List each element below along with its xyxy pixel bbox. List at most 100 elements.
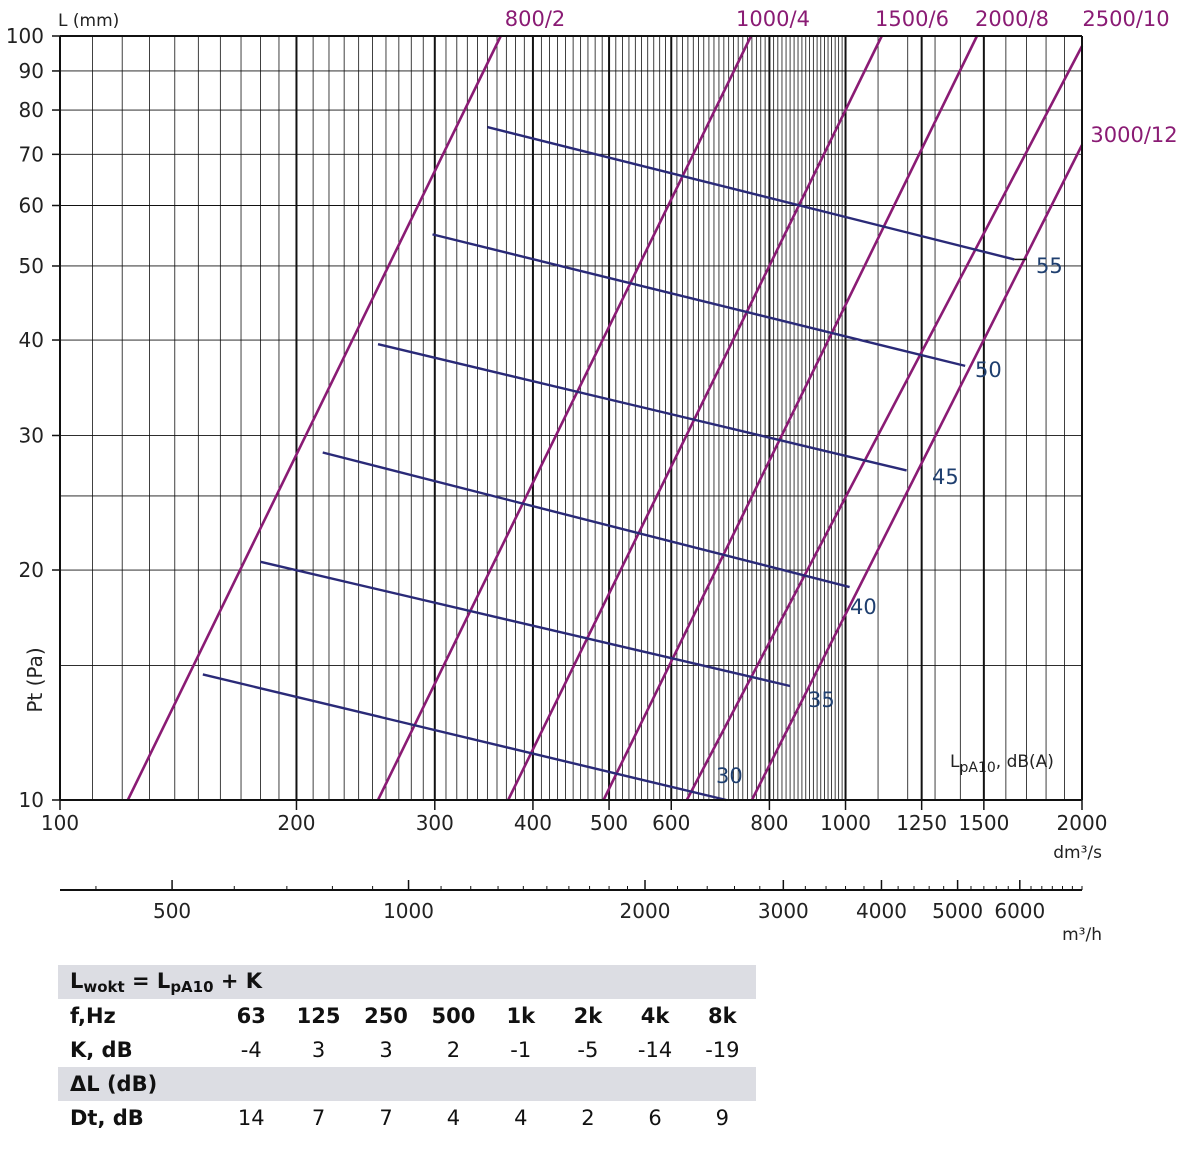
freq-cell: 4k: [640, 1004, 670, 1028]
delta-label: ΔL (dB): [58, 1067, 756, 1101]
x-tick-label: 1000: [820, 811, 871, 835]
y-tick-label: 50: [19, 254, 44, 278]
k-cell: -19: [705, 1038, 740, 1062]
size-series-line: [685, 45, 1084, 801]
y-tick-label: 30: [19, 423, 44, 447]
y-tick-label: 10: [19, 788, 44, 812]
dt-cell: 14: [237, 1106, 265, 1130]
formula-sub-wokt: wokt: [83, 977, 125, 996]
y-tick-label: 60: [19, 193, 44, 217]
dt-cell: 2: [581, 1106, 595, 1130]
freq-cell: 8k: [708, 1004, 737, 1028]
x-tick-label: 300: [416, 811, 454, 835]
x-tick-label: 1500: [958, 811, 1009, 835]
secondary-tick-label: 4000: [856, 899, 907, 923]
k-cell: -1: [510, 1038, 532, 1062]
sound-series-line: [260, 560, 791, 688]
x-tick-label: 2000: [1057, 811, 1108, 835]
y-tick-label: 90: [19, 59, 44, 83]
sound-series-line: [322, 451, 850, 589]
size-series-line: [507, 35, 883, 801]
delta-row: ΔL (dB): [58, 1067, 756, 1101]
x-tick-label: 200: [277, 811, 315, 835]
formula-eq: = L: [124, 968, 171, 993]
sound-series-label: 45: [932, 465, 959, 489]
grid: [60, 36, 1082, 800]
sound-series-line: [432, 233, 966, 368]
freq-label: f,Hz: [70, 1004, 116, 1028]
formula-cell: Lwokt = LpA10 + K: [58, 965, 756, 999]
sound-lines: [202, 125, 1027, 802]
dt-row: Dt, dB 14 7 7 4 4 2 6 9: [58, 1101, 756, 1135]
dt-cell: 7: [379, 1106, 393, 1130]
x-tick-label: 800: [750, 811, 788, 835]
formula-row: Lwokt = LpA10 + K: [58, 965, 756, 999]
y-tick-label: 20: [19, 558, 44, 582]
size-series-line: [602, 35, 979, 801]
y-tick-label: 40: [19, 328, 44, 352]
k-cell: 3: [311, 1038, 326, 1062]
freq-cell: 2k: [573, 1004, 603, 1028]
sound-series-title: LpA10, dB(A): [950, 752, 1054, 776]
formula-sub-pa10: pA10: [170, 977, 214, 996]
correction-table: Lwokt = LpA10 + K f,Hz 63 125 250 500 1k…: [58, 965, 756, 1135]
x2-unit-label: m³/h: [1062, 925, 1102, 945]
sound-series-line: [487, 125, 1015, 261]
sound-series-label: 30: [716, 764, 743, 788]
x-tick-label: 1250: [896, 811, 947, 835]
freq-cell: 1k: [506, 1004, 536, 1028]
secondary-tick-label: 5000: [932, 899, 983, 923]
formula-l: L: [70, 968, 84, 993]
x-tick-label: 500: [590, 811, 628, 835]
dt-cell: 9: [715, 1106, 730, 1130]
freq-cell: 125: [296, 1004, 341, 1028]
k-cell: -4: [240, 1038, 262, 1062]
y-tick-label: 70: [19, 142, 44, 166]
dt-cell: 4: [446, 1106, 461, 1130]
secondary-tick-label: 500: [153, 899, 191, 923]
x-tick-label: 600: [652, 811, 690, 835]
secondary-tick-label: 2000: [620, 899, 671, 923]
k-cell: 2: [446, 1038, 461, 1062]
k-cell: 3: [379, 1038, 393, 1062]
size-series-line: [750, 144, 1084, 801]
size-series-label: 1000/4: [736, 7, 810, 31]
y-tick-label: 80: [19, 98, 44, 122]
y-tick-label: 100: [6, 24, 44, 48]
size-lines: [126, 35, 1084, 801]
sound-series-label: 35: [808, 688, 835, 712]
k-cell: -5: [577, 1038, 599, 1062]
sound-series-label: 55: [1036, 254, 1063, 278]
chart: 10 20 30 40 50 60 70 80 90 100 100 200 300 400 500 600 8…: [6, 7, 1178, 945]
dt-cell: 7: [311, 1106, 326, 1130]
x-tick-label: 100: [41, 811, 79, 835]
y-axis-label: Pt (Pa): [23, 647, 47, 712]
sound-series-line: [202, 673, 727, 802]
size-series-label: 1500/6: [875, 7, 949, 31]
k-row: K, dB -4 3 3 2 -1 -5 -14 -19: [58, 1033, 756, 1067]
formula-plus-k: + K: [213, 968, 263, 993]
axes: [52, 35, 1083, 891]
frequency-row: f,Hz 63 125 250 500 1k 2k 4k 8k: [58, 999, 756, 1033]
size-series-label: 2000/8: [975, 7, 1049, 31]
sound-series-label: 40: [850, 595, 877, 619]
size-series-label: 2500/10: [1082, 7, 1169, 31]
k-cell: -14: [637, 1038, 673, 1062]
labels: 10 20 30 40 50 60 70 80 90 100 100 200 300 400 500 600 8…: [6, 7, 1178, 945]
freq-cell: 500: [431, 1004, 476, 1028]
secondary-tick-label: 3000: [758, 899, 809, 923]
dt-cell: 4: [514, 1106, 528, 1130]
freq-cell: 63: [236, 1004, 266, 1028]
x-tick-label: 400: [514, 811, 552, 835]
dt-label: Dt, dB: [70, 1106, 144, 1130]
sound-series-line: [377, 343, 907, 472]
x-unit-label: dm³/s: [1053, 843, 1102, 863]
size-series-line: [376, 35, 753, 801]
freq-cell: 250: [364, 1004, 408, 1028]
size-series-line: [126, 35, 502, 801]
dt-cell: 6: [648, 1106, 662, 1130]
k-label: K, dB: [70, 1038, 133, 1062]
size-series-label: 800/2: [505, 7, 566, 31]
secondary-tick-label: 1000: [383, 899, 434, 923]
sound-series-label: 50: [975, 358, 1002, 382]
